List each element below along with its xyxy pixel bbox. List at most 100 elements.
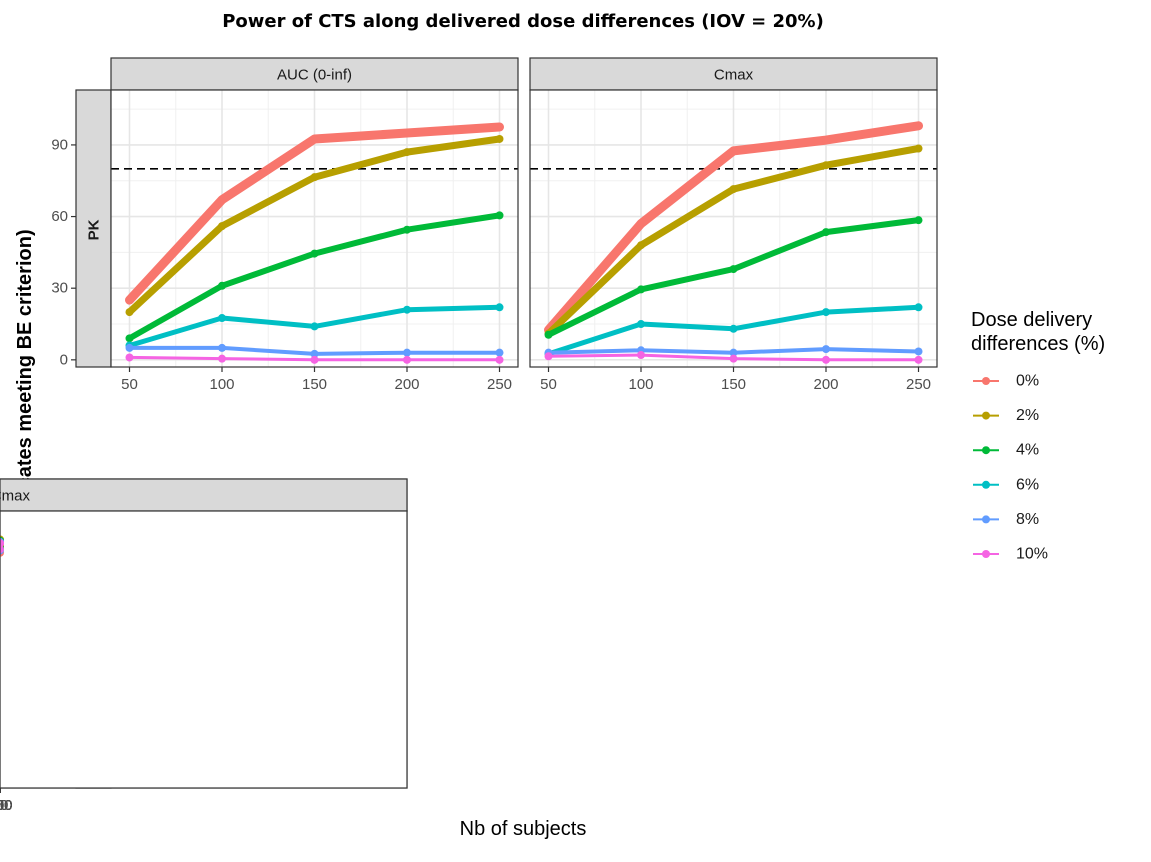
data-point-4 <box>403 225 411 234</box>
x-tick-label: 50 <box>121 376 138 393</box>
x-tick-label: 100 <box>0 797 13 814</box>
data-point-8 <box>729 348 738 357</box>
data-point-10 <box>637 351 645 360</box>
data-point-8 <box>310 349 319 358</box>
data-point-10 <box>822 355 830 364</box>
data-point-0 <box>729 146 738 155</box>
legend-key-point-10 <box>982 550 990 558</box>
data-point-8 <box>218 343 226 352</box>
x-axis-title: Nb of subjects <box>460 818 587 840</box>
x-tick-label: 50 <box>540 376 557 393</box>
x-tick-label: 150 <box>0 797 13 814</box>
data-point-6 <box>914 303 923 312</box>
data-point-0 <box>637 219 645 228</box>
data-point-6 <box>495 303 504 312</box>
data-point-0 <box>125 296 134 305</box>
plot-background <box>0 511 407 788</box>
x-tick-label: 250 <box>487 376 512 393</box>
data-point-8 <box>914 347 923 356</box>
legend-title-line-1: Dose delivery <box>971 309 1092 331</box>
legend-title-line-2: differences (%) <box>971 333 1105 355</box>
legend-label-2: 2% <box>1016 407 1039 424</box>
data-point-0 <box>310 134 319 143</box>
data-point-0 <box>495 123 504 132</box>
col-strip-label-auc-0-inf: AUC (0-inf) <box>277 67 352 84</box>
data-point-6 <box>310 322 319 331</box>
panel-border <box>0 510 408 789</box>
x-tick-label: 150 <box>721 376 746 393</box>
panel-pk-cmax: Cmax 50 100 150 200 250 <box>529 57 938 393</box>
data-point-2 <box>218 222 226 231</box>
x-tick-label: 100 <box>628 376 653 393</box>
chart-title: Power of CTS along delivered dose differ… <box>222 11 824 32</box>
data-point-10 <box>544 352 553 361</box>
data-point-2 <box>403 148 411 157</box>
data-point-10 <box>310 355 319 364</box>
y-tick-label: 0 <box>60 351 68 368</box>
legend-label-8: 8% <box>1016 511 1039 528</box>
data-point-6 <box>637 320 645 329</box>
data-point-8 <box>495 348 504 357</box>
data-point-4 <box>125 334 134 343</box>
x-tick-label: 150 <box>302 376 327 393</box>
y-tick-label: 60 <box>51 208 68 225</box>
data-point-4 <box>310 249 319 258</box>
x-tick-label: 50 <box>0 797 8 814</box>
x-tick-label: 250 <box>906 376 931 393</box>
legend-key-point-2 <box>982 411 990 420</box>
data-point-4 <box>822 228 830 237</box>
x-tick-label: 250 <box>0 797 13 814</box>
data-point-8 <box>125 343 134 352</box>
panel-pk-auc-0-inf: AUC (0-inf) 50 100 150 200 250 0 30 60 90 <box>51 57 519 393</box>
y-tick-label: 90 <box>51 136 68 153</box>
data-point-2 <box>822 161 830 170</box>
data-point-10 <box>729 354 738 363</box>
data-point-10 <box>495 355 504 364</box>
data-point-0 <box>403 128 411 137</box>
legend-key-point-6 <box>982 480 990 489</box>
data-point-4 <box>218 281 226 290</box>
y-tick-label: 30 <box>51 280 68 297</box>
data-point-10 <box>403 355 411 364</box>
x-tick-label: 100 <box>0 797 13 814</box>
data-point-6 <box>403 305 411 314</box>
col-strip-ancmax <box>0 478 408 512</box>
data-point-10 <box>0 539 4 548</box>
x-tick-label: 250 <box>0 797 13 814</box>
x-tick-label: 200 <box>0 797 13 814</box>
data-point-2 <box>637 241 645 250</box>
data-point-10 <box>218 354 226 363</box>
data-point-0 <box>218 195 226 204</box>
x-tick-label: 150 <box>0 797 13 814</box>
legend-label-4: 4% <box>1016 442 1039 459</box>
x-tick-label: 50 <box>0 797 8 814</box>
data-point-2 <box>495 134 504 143</box>
data-point-2 <box>914 144 923 153</box>
data-point-4 <box>729 265 738 274</box>
legend-key-point-0 <box>982 377 990 385</box>
data-point-6 <box>729 324 738 333</box>
legend-label-6: 6% <box>1016 476 1039 493</box>
row-strip-label-pk: PK <box>86 219 103 240</box>
data-point-10 <box>125 353 134 362</box>
legend-label-0: 0% <box>1016 373 1039 390</box>
data-point-2 <box>310 173 319 182</box>
data-point-8 <box>822 345 830 354</box>
data-point-4 <box>637 285 645 294</box>
data-point-0 <box>822 136 830 145</box>
x-tick-label: 200 <box>394 376 419 393</box>
panels-layer: PKPDAUC (0-inf)501001502002500306090Cmax… <box>0 57 938 814</box>
legend-key-point-4 <box>982 446 990 455</box>
data-point-10 <box>914 355 923 364</box>
data-point-4 <box>495 211 504 220</box>
x-tick-label: 200 <box>0 797 13 814</box>
legend: Dose delivery differences (%) 0% 2% 4% 6% 8%… <box>971 309 1105 563</box>
data-point-6 <box>218 314 226 323</box>
data-point-4 <box>544 330 553 339</box>
col-strip-label-cmax: Cmax <box>714 67 754 84</box>
data-point-2 <box>125 308 134 317</box>
data-point-4 <box>914 216 923 225</box>
data-point-8 <box>403 348 411 357</box>
